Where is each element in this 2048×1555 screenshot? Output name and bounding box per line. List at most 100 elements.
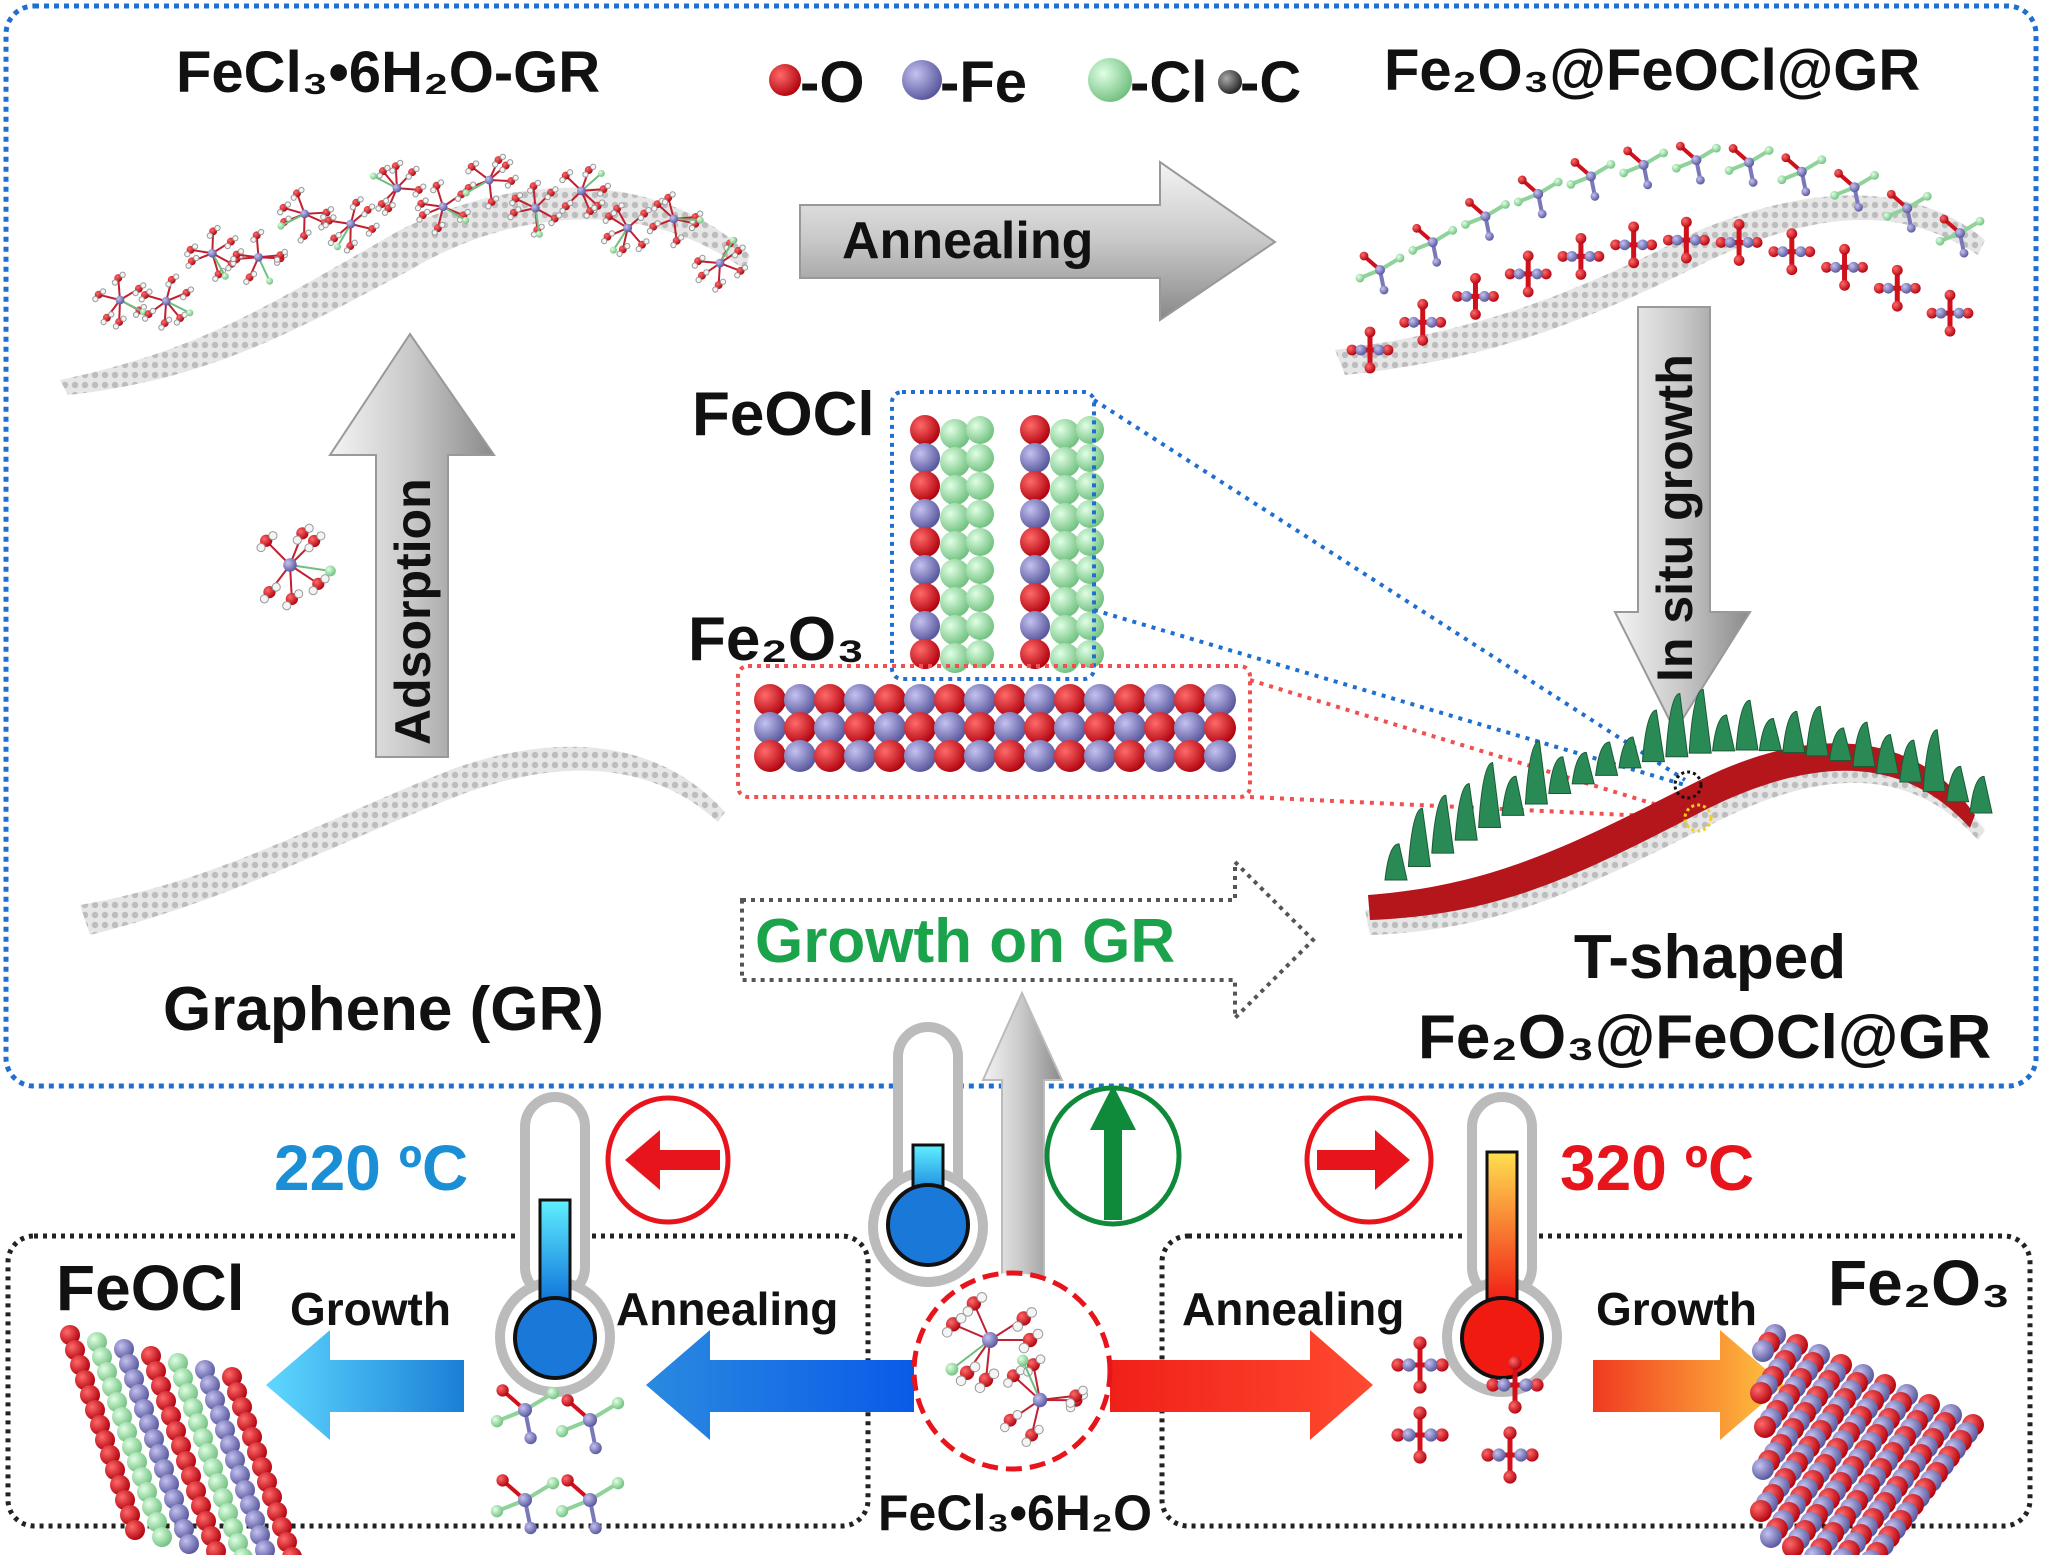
- fe2o3-layer: [1368, 743, 1975, 920]
- atom-h: [591, 204, 598, 212]
- atom-fe: [934, 712, 966, 744]
- atom-fe: [1849, 182, 1860, 193]
- atom-fe: [161, 296, 171, 306]
- atom-cl: [966, 416, 994, 444]
- low-temperature: 220 ºC: [274, 1132, 468, 1204]
- atom-cl: [1830, 190, 1839, 200]
- atom-cl: [1777, 175, 1787, 185]
- atom-o: [1364, 326, 1376, 338]
- atom-fe: [1935, 307, 1947, 319]
- growth-label-right: Growth: [1596, 1283, 1757, 1335]
- atom-fe: [524, 1431, 537, 1445]
- atom-h: [271, 582, 281, 592]
- atom-o: [1114, 740, 1146, 772]
- atom-h: [645, 206, 652, 214]
- atom-o: [1786, 264, 1798, 276]
- atom-h: [250, 270, 258, 278]
- atom-fe: [484, 175, 494, 185]
- atom-fe: [589, 1441, 602, 1455]
- t-shaped-label: T-shaped: [1574, 923, 1846, 992]
- atom-h: [712, 286, 719, 293]
- bond: [465, 179, 490, 194]
- atom-fe: [1054, 712, 1086, 744]
- low-temp-route-box: [5, 1233, 871, 1529]
- feocl-platelet: [1595, 741, 1619, 776]
- atom-h: [308, 586, 318, 596]
- atom-h: [165, 281, 172, 288]
- atom-fe: [1748, 178, 1758, 187]
- atom-fe: [589, 1521, 602, 1535]
- atom-o: [754, 684, 786, 716]
- atom-h: [624, 242, 631, 250]
- atom-fe: [1432, 257, 1442, 267]
- atom-h: [187, 286, 195, 293]
- atom-h: [173, 319, 181, 326]
- atom-o: [1610, 239, 1622, 251]
- atom-h: [1078, 1385, 1088, 1396]
- feocl-platelets: [1384, 688, 1993, 881]
- feocl-product-label: FeOCl: [56, 1252, 244, 1324]
- atom-h: [357, 196, 364, 203]
- atom-h: [962, 1306, 974, 1317]
- atom-o: [1382, 344, 1394, 356]
- growth-on-gr-label: Growth on GR: [755, 907, 1175, 976]
- atom-h: [224, 242, 231, 250]
- atom-fe: [910, 443, 940, 473]
- bond: [719, 239, 735, 264]
- left-arrow-circle-icon: [605, 1095, 731, 1225]
- atom-o: [1857, 261, 1868, 273]
- atom-cl: [940, 531, 970, 561]
- atom-fe: [1801, 187, 1811, 197]
- atom-cl: [940, 419, 970, 449]
- atom-cl: [1711, 143, 1721, 153]
- atom-h: [559, 176, 566, 184]
- atom-o: [1054, 740, 1086, 772]
- atom-fe: [964, 684, 996, 716]
- atom-cl: [940, 643, 970, 673]
- atom-h: [431, 229, 438, 236]
- atom-h: [507, 213, 514, 221]
- atom-h: [515, 206, 522, 213]
- atom-o: [1768, 246, 1780, 258]
- atom-cl: [1050, 503, 1080, 533]
- graphene-sheet-annealed: [1335, 195, 1985, 375]
- atom-fe: [784, 684, 816, 716]
- atom-h: [1034, 1424, 1044, 1435]
- atom-h: [491, 161, 499, 168]
- atom-fe: [1590, 191, 1600, 201]
- atom-o: [1470, 308, 1481, 320]
- atom-fe: [904, 684, 936, 716]
- atom-h: [140, 282, 147, 289]
- atom-h: [184, 251, 191, 258]
- atom-h: [492, 195, 500, 202]
- atom-cl: [1076, 640, 1104, 668]
- atom-fe: [577, 186, 586, 196]
- atom-o: [814, 740, 846, 772]
- feocl-platelet: [1571, 751, 1595, 785]
- atom-o: [1628, 257, 1640, 269]
- atom-cl: [462, 189, 470, 197]
- atom-h: [974, 1382, 986, 1394]
- atom-fe: [1375, 265, 1385, 275]
- atom-h: [1012, 1409, 1023, 1420]
- atom-cl: [221, 272, 229, 280]
- atom-o: [1486, 1378, 1500, 1392]
- atom-o: [496, 1474, 509, 1487]
- atom-fe: [1024, 684, 1056, 716]
- atom-cl: [1870, 170, 1879, 180]
- atom-fe: [1832, 1548, 1854, 1555]
- adsorbed-precursor-molecules: [92, 153, 749, 331]
- atom-h: [420, 183, 427, 190]
- feocl-platelet: [1548, 756, 1572, 795]
- atom-cl: [1671, 163, 1681, 173]
- atom-fe: [300, 209, 310, 219]
- graphene-label: Graphene (GR): [163, 975, 604, 1044]
- atom-cl: [1050, 615, 1080, 645]
- atom-fe: [1643, 180, 1653, 190]
- atom-fe: [1861, 1550, 1881, 1555]
- atom-h: [590, 163, 597, 170]
- feocl-crystal-lattice: [60, 1325, 302, 1555]
- atom-h: [108, 311, 115, 318]
- atom-cl: [324, 565, 336, 577]
- atom-h: [298, 186, 305, 194]
